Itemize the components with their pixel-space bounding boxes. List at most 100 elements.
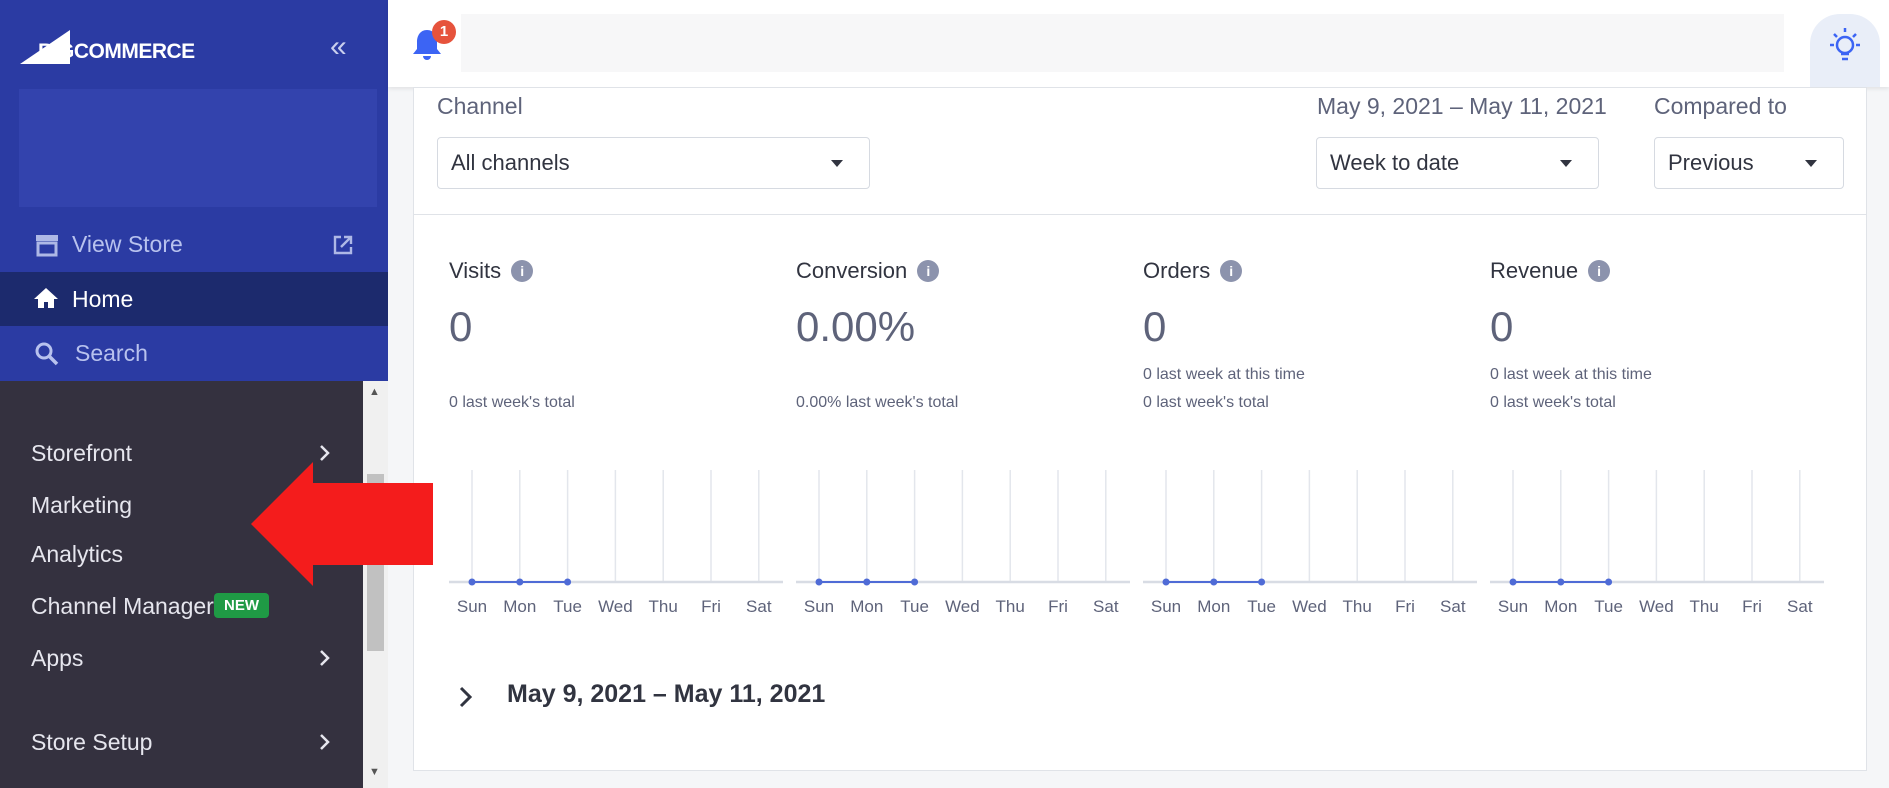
collapse-button[interactable]: «	[330, 30, 347, 63]
metric-label: Visits i	[449, 258, 534, 284]
metric-label: Revenue i	[1490, 258, 1611, 284]
day-label: Sun	[1151, 597, 1181, 616]
trend-point	[564, 578, 572, 586]
compare-select[interactable]: Previous	[1654, 137, 1844, 189]
metric-name: Visits	[449, 258, 502, 283]
metric-note: 0 last week at this time	[1143, 366, 1305, 383]
day-label: Wed	[1639, 597, 1674, 616]
day-label: Tue	[1247, 597, 1276, 616]
day-label: Thu	[996, 597, 1025, 616]
day-label: Mon	[850, 597, 883, 616]
search-box[interactable]	[461, 14, 1784, 72]
external-icon	[333, 235, 353, 255]
day-label: Mon	[1544, 597, 1577, 616]
scroll-down[interactable]: ▼	[369, 766, 380, 778]
metric-note: 0 last week's total	[1143, 394, 1269, 411]
info-icon[interactable]: i	[1220, 260, 1243, 282]
metric-name: Revenue	[1490, 258, 1579, 283]
red-arrow	[251, 462, 433, 586]
date-label: May 9, 2021 – May 11, 2021	[1317, 93, 1607, 119]
day-label: Tue	[553, 597, 582, 616]
trend-point	[516, 578, 524, 586]
channel-value: All channels	[451, 150, 570, 175]
day-label: Sun	[1498, 597, 1528, 616]
home-link[interactable]: Home	[72, 286, 134, 312]
metric-note: 0 last week's total	[1490, 394, 1616, 411]
menu-chevron	[320, 445, 330, 461]
day-label: Mon	[503, 597, 536, 616]
trend-point	[1210, 578, 1218, 586]
day-label: Sun	[457, 597, 487, 616]
view-store-link[interactable]: View Store	[72, 231, 183, 257]
metric-label: Conversion i	[796, 258, 940, 284]
channel-select[interactable]: All channels	[437, 137, 870, 189]
day-label: Sat	[1440, 597, 1466, 616]
menu-item[interactable]: Apps	[31, 645, 84, 671]
info-icon[interactable]: i	[1588, 260, 1611, 282]
menu-item[interactable]: Marketing	[31, 492, 132, 518]
day-label: Thu	[649, 597, 678, 616]
metric-value: 0	[449, 303, 473, 350]
day-label: Thu	[1343, 597, 1372, 616]
menu-item[interactable]: Channel Manager	[31, 593, 214, 619]
home-row[interactable]	[0, 272, 388, 326]
logo-mark	[20, 30, 70, 64]
info-icon[interactable]: i	[917, 260, 940, 282]
search-link[interactable]: Search	[75, 340, 148, 366]
info-icon[interactable]: i	[511, 260, 534, 282]
trend-point	[863, 578, 871, 586]
metric-note: 0 last week at this time	[1490, 366, 1652, 383]
day-label: Fri	[1048, 597, 1068, 616]
expand-chevron[interactable]	[456, 684, 476, 710]
day-label: Tue	[900, 597, 929, 616]
day-label: Mon	[1197, 597, 1230, 616]
tips-button[interactable]	[1810, 14, 1880, 87]
store-icon	[36, 235, 58, 257]
trend-point	[468, 578, 476, 586]
trend-point	[815, 578, 823, 586]
day-label: Fri	[701, 597, 721, 616]
notification-badge: 1	[432, 20, 456, 44]
menu-item[interactable]: Storefront	[31, 440, 132, 466]
compare-value: Previous	[1668, 150, 1754, 175]
range-title: May 9, 2021 – May 11, 2021	[507, 680, 826, 708]
trend-point	[1162, 578, 1170, 586]
menu-item[interactable]: Analytics	[31, 541, 124, 567]
day-label: Sat	[746, 597, 772, 616]
metric-name: Conversion	[796, 258, 908, 283]
bulb-icon	[1830, 28, 1860, 61]
menu-chevron	[320, 734, 330, 750]
search-icon	[35, 342, 59, 366]
trend-point	[1258, 578, 1266, 586]
menu-item[interactable]: Store Setup	[31, 729, 153, 755]
day-label: Wed	[1292, 597, 1327, 616]
metric-name: Orders	[1143, 258, 1211, 283]
compare-label: Compared to	[1654, 93, 1787, 119]
metric-value: 0	[1490, 303, 1514, 350]
home-icon	[34, 288, 58, 308]
metric-note: 0.00% last week's total	[796, 394, 959, 411]
day-label: Tue	[1594, 597, 1623, 616]
trend-point	[1557, 578, 1565, 586]
metric-label: Orders i	[1143, 258, 1243, 284]
logo: BIGCOMMERCE	[38, 40, 195, 63]
channel-label: Channel	[437, 93, 523, 119]
trend-point	[1509, 578, 1517, 586]
scroll-up[interactable]: ▲	[369, 386, 380, 398]
day-label: Fri	[1395, 597, 1415, 616]
day-label: Thu	[1690, 597, 1719, 616]
metric-value: 0	[1143, 303, 1167, 350]
trend-point	[1605, 578, 1613, 586]
trend-point	[911, 578, 919, 586]
day-label: Fri	[1742, 597, 1762, 616]
day-label: Wed	[598, 597, 633, 616]
store-panel	[19, 89, 377, 207]
day-label: Wed	[945, 597, 980, 616]
metric-value: 0.00%	[796, 303, 916, 350]
day-label: Sun	[804, 597, 834, 616]
day-label: Sat	[1787, 597, 1813, 616]
dashboard-card	[413, 87, 1867, 771]
date-select[interactable]: Week to date	[1316, 137, 1599, 189]
